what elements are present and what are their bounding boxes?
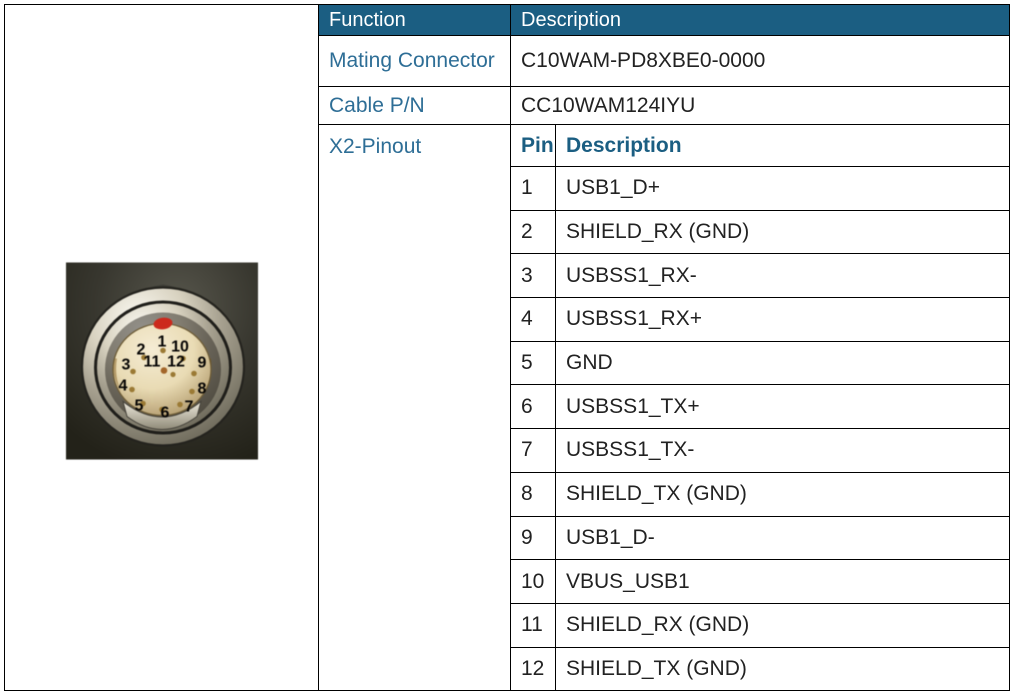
- svg-text:4: 4: [119, 378, 128, 395]
- svg-text:6: 6: [161, 405, 170, 422]
- svg-text:7: 7: [185, 399, 194, 416]
- svg-text:8: 8: [198, 381, 207, 398]
- svg-text:1: 1: [158, 334, 167, 351]
- svg-text:3: 3: [122, 357, 131, 374]
- svg-text:11: 11: [144, 354, 161, 371]
- svg-text:12: 12: [167, 354, 185, 371]
- svg-text:5: 5: [135, 398, 144, 415]
- svg-text:9: 9: [198, 355, 207, 372]
